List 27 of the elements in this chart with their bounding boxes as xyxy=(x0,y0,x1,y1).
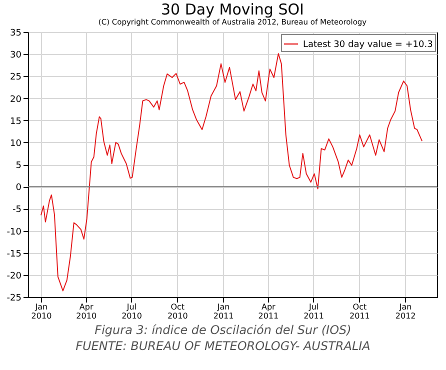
y-tick-label: 25 xyxy=(10,72,22,83)
y-tick-label: 0 xyxy=(16,183,22,194)
x-tick-label: Apr 2010 xyxy=(76,302,97,320)
chart-title: 30 Day Moving SOI xyxy=(161,0,304,18)
x-tick-label: Oct 2010 xyxy=(167,302,188,320)
x-tick-label: Oct 2011 xyxy=(350,302,370,320)
y-tick-label: 5 xyxy=(16,161,22,171)
x-tick-label: Apr 2011 xyxy=(258,302,279,320)
y-tick-label: 15 xyxy=(10,116,22,127)
x-tick-label: Jul 2011 xyxy=(304,302,324,320)
y-tick-label: -15 xyxy=(6,249,22,260)
line-series xyxy=(40,53,423,292)
source-note: FUENTE: BUREAU OF METEOROLOGY- AUSTRALIA xyxy=(74,338,372,354)
y-tick-label: 30 xyxy=(10,50,22,61)
y-tick-label: 35 xyxy=(10,28,22,38)
x-tick-label: Jan 2011 xyxy=(213,302,234,320)
y-tick-label: 10 xyxy=(10,138,22,149)
x-tick-label: Jan 2010 xyxy=(31,302,52,320)
y-tick-label: -5 xyxy=(12,205,22,216)
y-tick-label: -25 xyxy=(6,294,22,304)
x-tick-label: Jul 2010 xyxy=(122,302,142,320)
text: Figura 3: índice de Oscilación del Sur (IOS) xyxy=(94,322,352,338)
x-tick-label: Jan 2012 xyxy=(395,302,416,320)
y-tick-label: -20 xyxy=(6,271,22,282)
y-tick-label: -10 xyxy=(6,227,22,238)
legend-label: Latest 30 day value = +10.3 xyxy=(303,40,433,50)
y-tick-label: 20 xyxy=(10,94,22,105)
